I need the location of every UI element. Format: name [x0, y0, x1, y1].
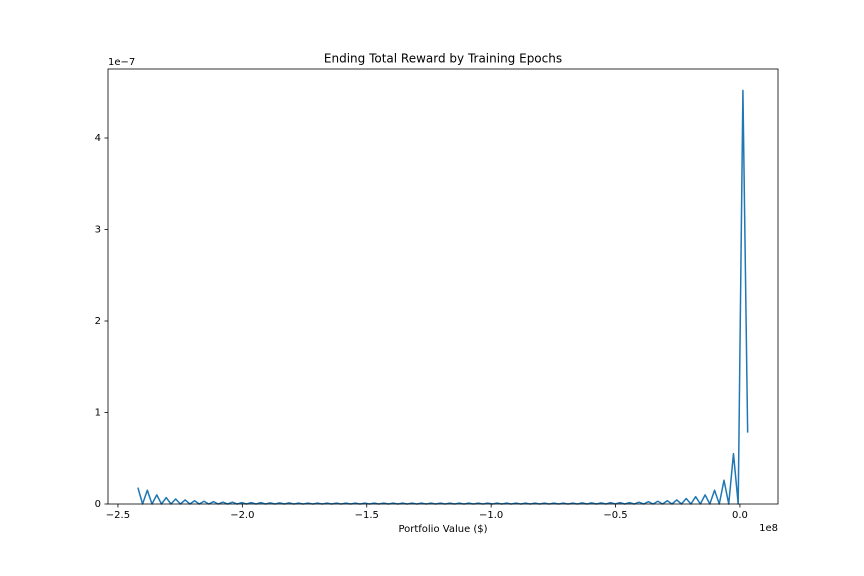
data-line	[137, 89, 749, 505]
chart-title: Ending Total Reward by Training Epochs	[324, 52, 562, 66]
y-tick-label: 3	[95, 224, 101, 235]
y-tick-label: 4	[95, 133, 101, 144]
x-tick-label: −1.5	[355, 510, 379, 521]
x-axis-label: Portfolio Value ($)	[398, 524, 487, 535]
x-tick-label: −0.5	[603, 510, 627, 521]
x-offset-label: 1e8	[759, 523, 778, 534]
y-offset-label: 1e−7	[108, 57, 135, 68]
y-tick-label: 0	[95, 499, 101, 510]
x-tick-label: −2.0	[230, 510, 254, 521]
x-tick-label: 0.0	[732, 510, 748, 521]
x-tick-label: −2.5	[106, 510, 130, 521]
plot-frame	[107, 68, 779, 505]
y-tick-label: 2	[95, 316, 101, 327]
x-tick-label: −1.0	[479, 510, 503, 521]
y-tick-label: 1	[95, 407, 101, 418]
